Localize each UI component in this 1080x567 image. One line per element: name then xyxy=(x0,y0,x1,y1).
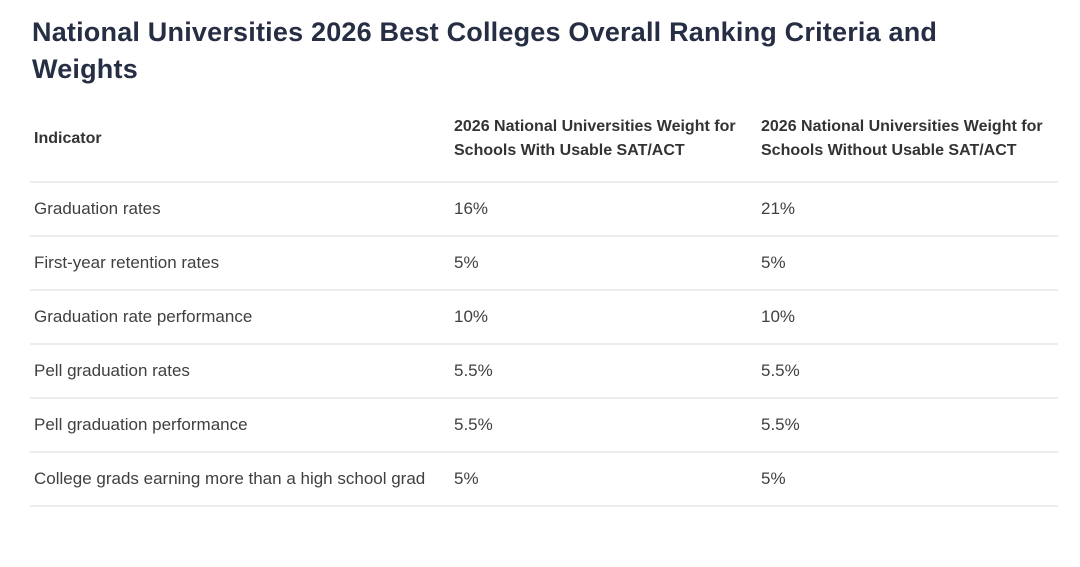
column-header-indicator: Indicator xyxy=(30,97,450,183)
weight-with-sat-cell: 5.5% xyxy=(450,344,757,399)
table-header: Indicator 2026 National Universities Wei… xyxy=(30,97,1058,183)
table-row: Graduation rate performance 10% 10% xyxy=(30,290,1058,345)
indicator-cell: College grads earning more than a high s… xyxy=(30,452,450,507)
page-title: National Universities 2026 Best Colleges… xyxy=(32,17,938,84)
weight-with-sat-cell: 5% xyxy=(450,236,757,291)
indicator-cell: Pell graduation performance xyxy=(30,398,450,453)
weight-without-sat-cell: 10% xyxy=(757,290,1058,345)
weight-with-sat-cell: 5% xyxy=(450,452,757,507)
table-row: Pell graduation performance 5.5% 5.5% xyxy=(30,398,1058,453)
table-header-row: Indicator 2026 National Universities Wei… xyxy=(30,97,1058,183)
column-header-with-sat-act: 2026 National Universities Weight for Sc… xyxy=(450,97,757,183)
weight-with-sat-cell: 16% xyxy=(450,182,757,237)
table-row: Graduation rates 16% 21% xyxy=(30,182,1058,237)
ranking-criteria-table: Indicator 2026 National Universities Wei… xyxy=(30,97,1058,507)
table-body: Graduation rates 16% 21% First-year rete… xyxy=(30,182,1058,507)
weight-without-sat-cell: 21% xyxy=(757,182,1058,237)
column-header-without-sat-act: 2026 National Universities Weight for Sc… xyxy=(757,97,1058,183)
table-row: College grads earning more than a high s… xyxy=(30,452,1058,507)
table-row: First-year retention rates 5% 5% xyxy=(30,236,1058,291)
indicator-cell: Pell graduation rates xyxy=(30,344,450,399)
indicator-cell: Graduation rate performance xyxy=(30,290,450,345)
indicator-cell: Graduation rates xyxy=(30,182,450,237)
weight-with-sat-cell: 5.5% xyxy=(450,398,757,453)
table-row: Pell graduation rates 5.5% 5.5% xyxy=(30,344,1058,399)
weight-with-sat-cell: 10% xyxy=(450,290,757,345)
indicator-cell: First-year retention rates xyxy=(30,236,450,291)
weight-without-sat-cell: 5% xyxy=(757,236,1058,291)
weight-without-sat-cell: 5.5% xyxy=(757,398,1058,453)
weight-without-sat-cell: 5.5% xyxy=(757,344,1058,399)
weight-without-sat-cell: 5% xyxy=(757,452,1058,507)
